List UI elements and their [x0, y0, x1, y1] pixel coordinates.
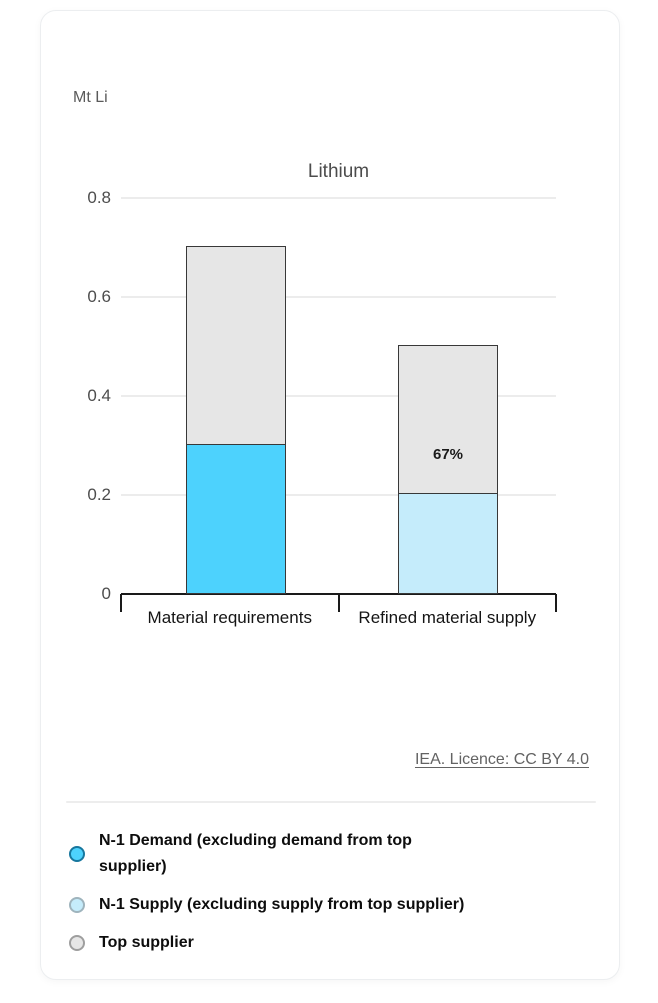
- y-axis-unit-label: Mt Li: [73, 89, 108, 106]
- legend-marker-circle-icon: [69, 846, 85, 862]
- legend: N-1 Demand (excluding demand from top su…: [69, 828, 599, 968]
- y-tick-label: 0.2: [87, 485, 111, 504]
- y-tick-label: 0.6: [87, 287, 111, 306]
- bar-segment-top-2: 67%: [399, 345, 497, 494]
- bar-segment-n-1-1: [399, 494, 497, 593]
- bar-segment-n-1-0: [187, 444, 285, 593]
- chart-card: Mt Li Lithium Material requirements Refi…: [40, 10, 620, 980]
- legend-item-label: Top supplier: [99, 934, 194, 951]
- legend-item-label: N-1 Supply (excluding supply from top su…: [99, 896, 465, 913]
- bar-value-annotation: 67%: [432, 446, 464, 463]
- gridline-y-0.2: [121, 494, 556, 496]
- category-label-refined-material-supply: Refined material supply: [358, 608, 537, 627]
- legend-item-n1-demand[interactable]: N-1 Demand (excluding demand from top su…: [69, 828, 599, 880]
- bar-segment-top-2: [187, 246, 285, 445]
- legend-marker-circle-icon: [69, 897, 85, 913]
- x-axis-tick: [337, 594, 340, 612]
- y-tick-label: 0: [101, 584, 111, 603]
- legend-item-top-supplier[interactable]: Top supplier: [69, 930, 599, 956]
- bar-material-requirements: [186, 245, 286, 594]
- bar-refined-material-supply: 67%: [398, 344, 498, 594]
- legend-marker-circle-icon: [69, 935, 85, 951]
- x-axis-tick: [120, 594, 122, 612]
- plot-area: Material requirements Refined material s…: [87, 188, 557, 627]
- y-tick-label: 0.8: [87, 188, 111, 207]
- x-axis-tick: [555, 594, 557, 612]
- gridline-y-0.4: [121, 395, 556, 397]
- chart-title: Lithium: [307, 161, 370, 182]
- gridline-y-0.6: [121, 296, 556, 298]
- y-tick-label: 0.4: [87, 386, 111, 405]
- gridline-y-0.8: [121, 197, 556, 199]
- legend-item-n1-supply[interactable]: N-1 Supply (excluding supply from top su…: [69, 892, 599, 918]
- legend-item-label: N-1 Demand (excluding demand from top su…: [99, 832, 412, 875]
- attribution-licence-link[interactable]: IEA. Licence: CC BY 4.0: [414, 751, 589, 768]
- divider: [66, 801, 596, 803]
- category-label-material-requirements: Material requirements: [147, 608, 312, 627]
